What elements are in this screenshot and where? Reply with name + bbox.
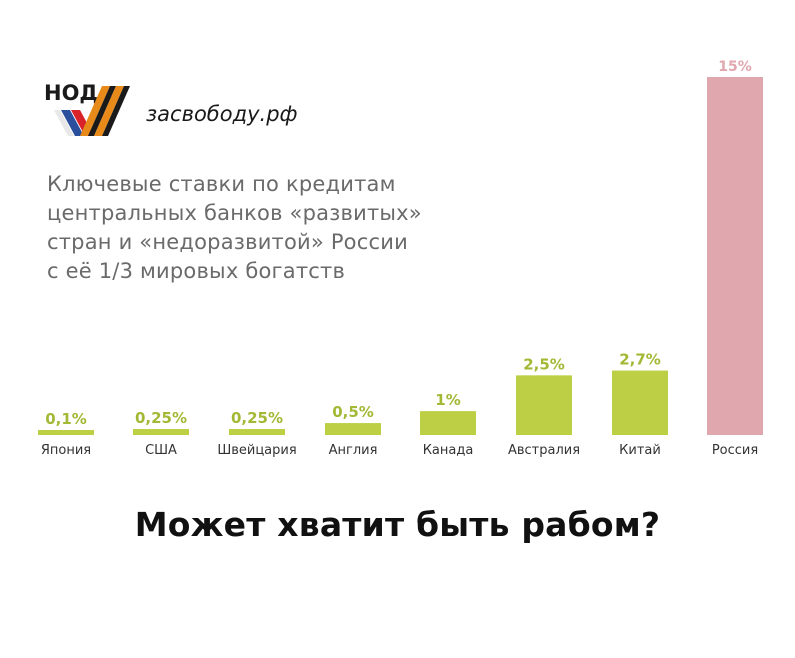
subtitle-line: с её 1/3 мировых богатств — [47, 259, 346, 283]
logo-white-stripe — [54, 110, 74, 136]
bar-5 — [420, 411, 476, 435]
value-label: 15% — [718, 59, 752, 75]
subtitle-line: центральных банков «развитых» — [47, 201, 422, 225]
logo-ribbon-black-2 — [102, 86, 130, 136]
bar-4 — [325, 423, 381, 435]
category-label: США — [145, 443, 177, 458]
logo-ribbon-orange-1 — [80, 86, 110, 136]
bar-1 — [38, 430, 94, 435]
category-label: Канада — [423, 443, 474, 458]
value-label: 0,25% — [135, 409, 187, 427]
value-label: 2,5% — [523, 355, 565, 373]
logo-blue-stripe — [61, 110, 84, 136]
slogan: Может хватит быть рабом? — [134, 505, 661, 544]
subtitle-line: Ключевые ставки по кредитам — [47, 172, 396, 196]
category-label: Австралия — [508, 443, 580, 458]
bar-2 — [133, 429, 189, 435]
category-label: Англия — [329, 443, 378, 458]
chart-subtitle: Ключевые ставки по кредитам центральных … — [47, 170, 517, 286]
category-label: Швейцария — [217, 443, 296, 458]
value-label: 2,7% — [619, 351, 661, 369]
value-label: 0,5% — [332, 403, 374, 421]
value-label: 0,25% — [231, 409, 283, 427]
bar-6 — [516, 375, 572, 435]
bar-chart: 0,1% Япония 0,25% США 0,25% Швейцария 0,5% Англ… — [38, 59, 763, 458]
bar-7 — [612, 370, 668, 435]
subtitle-line: стран и «недоразвитой» России — [47, 230, 408, 254]
bar-8 — [707, 77, 763, 435]
logo-ribbon-black-1 — [88, 86, 116, 136]
logo-text: НОД — [44, 81, 98, 105]
logo-ribbon-orange-2 — [94, 86, 124, 136]
bar-3 — [229, 429, 285, 435]
category-label: Япония — [41, 443, 91, 458]
value-label: 1% — [435, 391, 460, 409]
site-url: засвободу.рф — [146, 102, 298, 126]
category-label: Китай — [619, 443, 661, 458]
value-label: 0,1% — [45, 410, 87, 428]
nod-logo: НОД — [44, 81, 130, 136]
category-label: Россия — [712, 443, 758, 458]
